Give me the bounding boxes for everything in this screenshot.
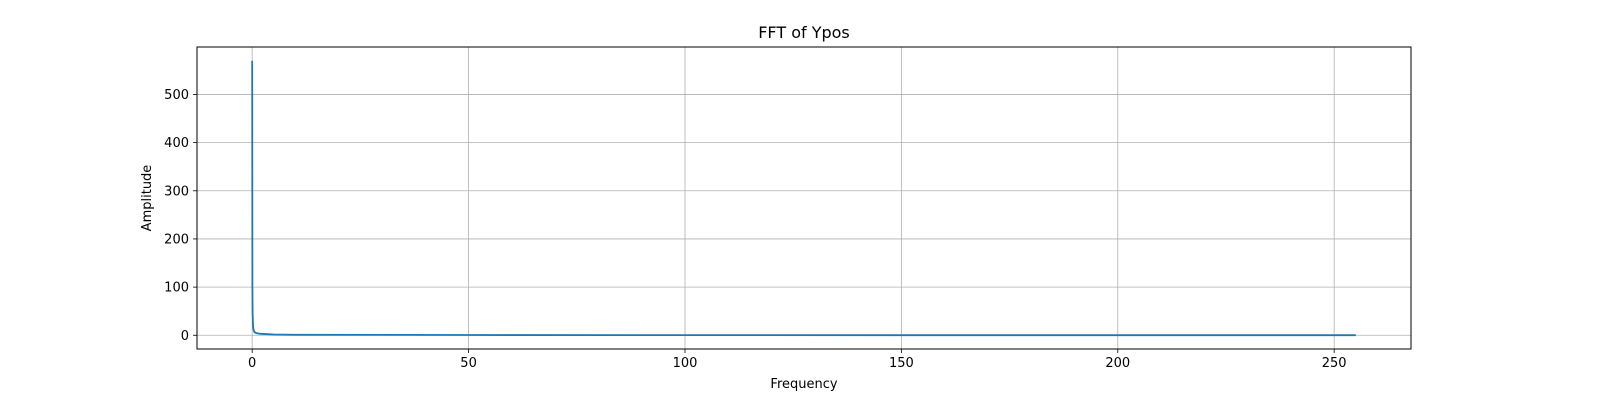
- ticks: 0 50 100 150 200 250 0 100 200 300 400 500: [164, 88, 1346, 371]
- y-tick-label: 400: [164, 136, 189, 151]
- x-tick-label: 200: [1105, 356, 1130, 371]
- series-line: [251, 60, 1356, 337]
- y-tick-label: 500: [164, 88, 189, 103]
- y-tick-label: 0: [181, 329, 189, 344]
- plot-frame: [196, 46, 1412, 350]
- grid: [197, 47, 1411, 349]
- series-layer: [251, 60, 1356, 337]
- chart-title: FFT of Ypos: [758, 23, 850, 42]
- x-tick-label: 100: [673, 356, 698, 371]
- x-tick-label: 150: [889, 356, 914, 371]
- y-tick-label: 300: [164, 184, 189, 199]
- x-axis-label: Frequency: [770, 377, 837, 392]
- x-tick-label: 50: [460, 356, 477, 371]
- x-tick-label: 250: [1322, 356, 1347, 371]
- y-tick-label: 200: [164, 232, 189, 247]
- y-tick-label: 100: [164, 281, 189, 296]
- y-axis-label: Amplitude: [140, 165, 155, 232]
- x-tick-label: 0: [248, 356, 256, 371]
